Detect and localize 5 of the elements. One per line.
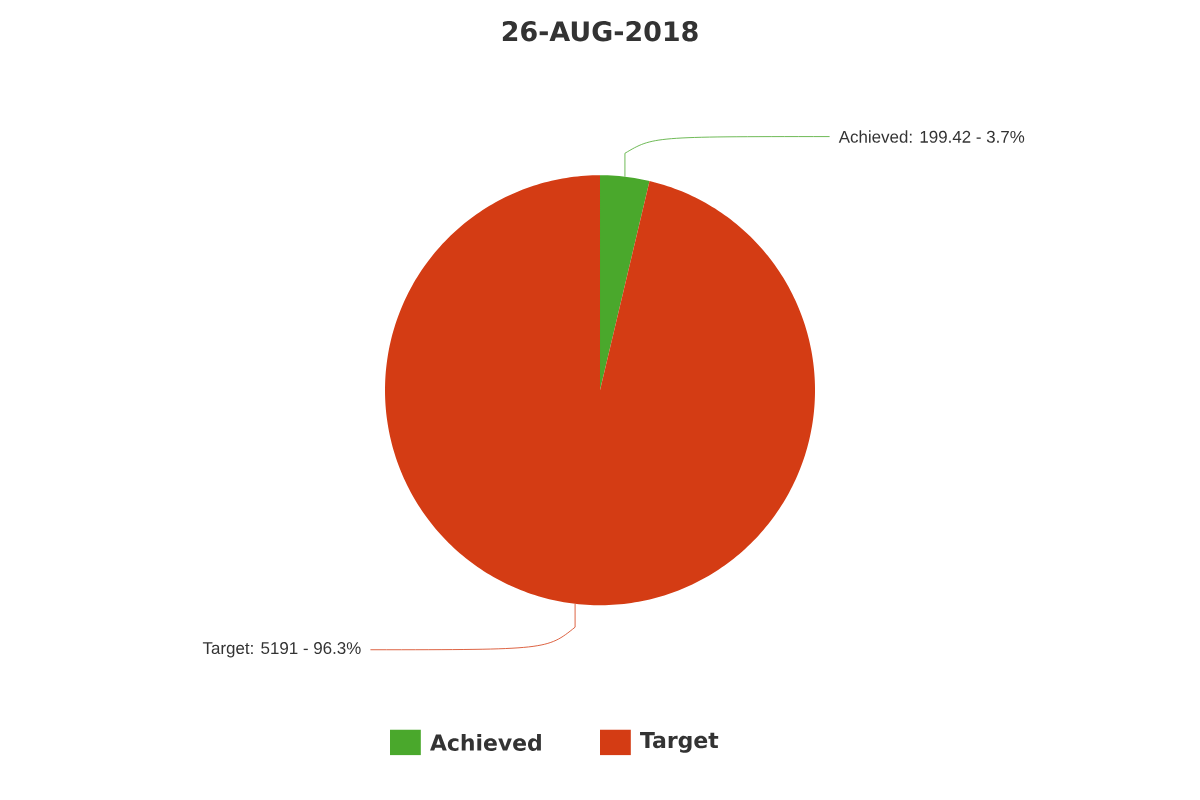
data-label: Achieved: 199.42 - 3.7% bbox=[838, 130, 1025, 143]
legend-label: Achieved bbox=[430, 733, 541, 751]
legend-label: Target bbox=[640, 732, 719, 753]
data-label: Target: 5191 - 96.3% bbox=[202, 642, 361, 658]
chart-title: 26-AUG-2018 bbox=[502, 21, 698, 42]
